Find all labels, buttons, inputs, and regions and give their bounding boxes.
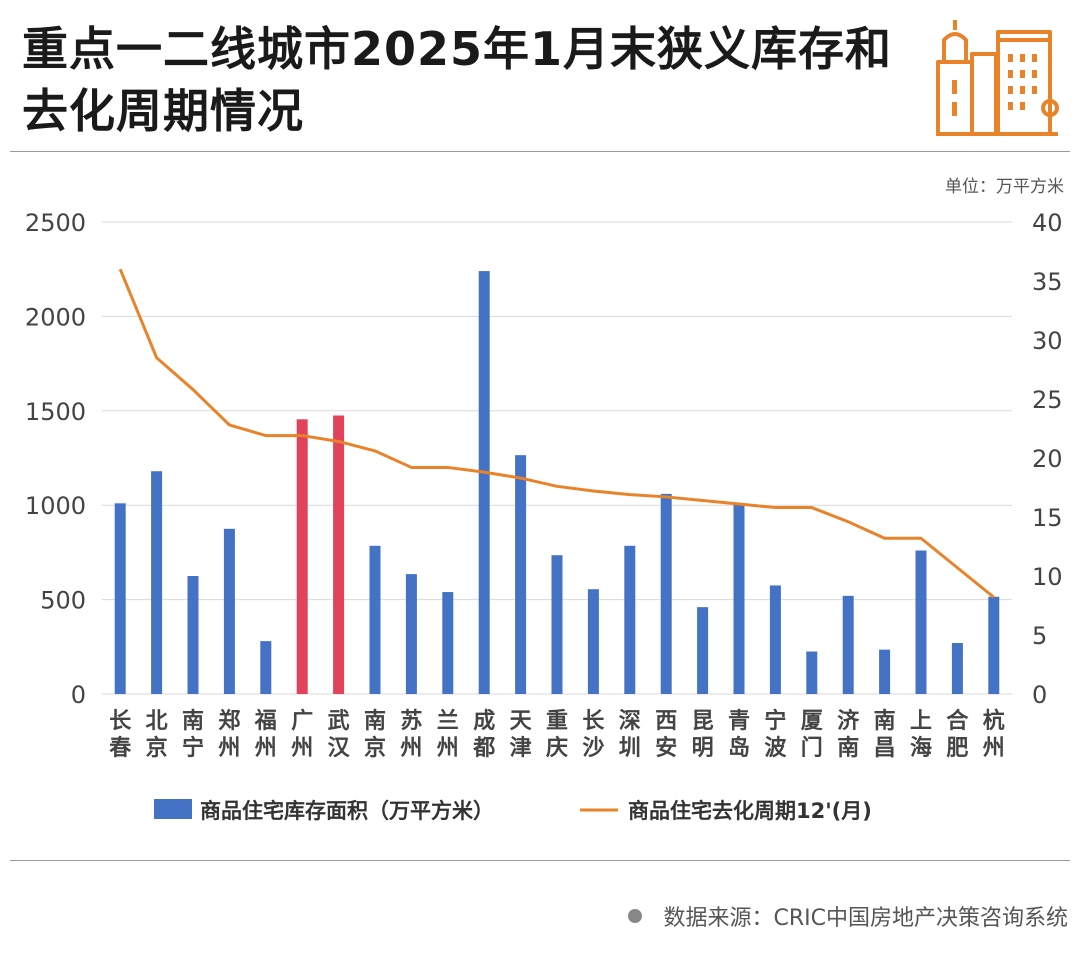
x-tick-label: 长沙 [582,709,605,761]
bar-兰州 [442,592,454,694]
legend-label-line: 商品住宅去化周期12'(月) [628,799,872,823]
y-right-tick-label: 10 [1032,563,1063,591]
x-tick-label: 宁波 [764,708,787,761]
y-left-tick-label: 1500 [25,398,86,426]
y-right-tick-label: 15 [1032,504,1063,532]
bar-郑州 [223,528,235,694]
bar-杭州 [988,596,1000,694]
x-tick-label: 北京 [146,709,168,761]
y-left-tick-label: 0 [71,681,86,709]
bar-西安 [660,493,672,694]
unit-label: 单位：万平方米 [945,177,1064,197]
x-tick-label: 南京 [364,709,386,761]
x-tick-label: 上海 [910,709,932,761]
x-tick-label: 成都 [472,709,495,761]
x-tick-label: 天津 [510,709,533,761]
y-right-tick-label: 35 [1032,268,1063,296]
y-right-tick-label: 40 [1032,209,1063,237]
x-tick-label: 福州 [254,709,277,761]
bar-昆明 [697,607,709,694]
x-tick-label: 郑州 [218,709,240,761]
y-right-tick-label: 5 [1032,622,1047,650]
x-tick-label: 南宁 [182,709,204,761]
legend-swatch-bar [154,799,192,819]
bar-长春 [114,503,126,694]
bar-广州 [296,419,308,694]
y-left-tick-label: 1000 [25,492,86,520]
x-tick-label: 长春 [109,709,132,761]
x-tick-label: 广州 [291,708,313,761]
city-buildings-icon [928,10,1064,140]
x-tick-label: 青岛 [728,709,750,761]
bar-宁波 [769,585,781,694]
bar-厦门 [806,651,818,694]
bullet-icon [627,909,642,923]
bar-南昌 [879,649,891,694]
x-tick-label: 厦门 [801,709,823,761]
bar-南京 [369,545,381,694]
footer-divider [10,860,1070,861]
bar-武汉 [333,415,345,694]
x-tick-label: 兰州 [437,708,459,761]
x-tick-label: 苏州 [400,708,422,761]
x-tick-label: 杭州 [983,708,1005,761]
x-tick-label: 武汉 [328,709,351,761]
x-tick-label: 合肥 [946,708,969,761]
bar-南宁 [187,576,199,694]
bar-上海 [915,550,927,694]
x-tick-label: 昆明 [692,709,714,761]
bar-长沙 [587,589,599,694]
bar-北京 [151,471,163,694]
y-right-tick-label: 30 [1032,327,1063,355]
bar-合肥 [951,643,963,694]
y-right-tick-label: 25 [1032,386,1063,414]
y-left-tick-label: 2000 [25,303,86,331]
y-left-tick-label: 500 [40,587,86,615]
y-right-tick-label: 0 [1032,681,1047,709]
bar-济南 [842,595,854,694]
page-title: 重点一二线城市2025年1月末狭义库存和去化周期情况 [22,22,893,138]
bar-苏州 [405,574,417,694]
bar-福州 [260,641,272,694]
legend-label-bar: 商品住宅库存面积（万平方米） [200,799,494,823]
x-tick-label: 济南 [837,708,860,761]
turnover-line [118,268,995,599]
bar-天津 [515,455,527,694]
header-divider [10,151,1070,152]
x-tick-label: 西安 [655,709,677,761]
data-source: 数据来源：CRIC中国房地产决策咨询系统 [627,900,1069,932]
x-tick-label: 重庆 [546,709,568,761]
source-text: 数据来源：CRIC中国房地产决策咨询系统 [663,906,1069,931]
bar-深圳 [624,545,636,694]
y-right-tick-label: 20 [1032,445,1063,473]
inventory-chart: 0 500 1000 1500 2000 2500 0 5 10 15 20 25 30 35 40 长春北京… [25,209,1063,823]
bar-成都 [478,271,490,694]
y-left-tick-label: 2500 [25,209,86,237]
bar-青岛 [733,504,745,694]
x-tick-label: 南昌 [874,709,896,761]
x-tick-label: 深圳 [619,709,641,761]
bar-重庆 [551,555,563,694]
